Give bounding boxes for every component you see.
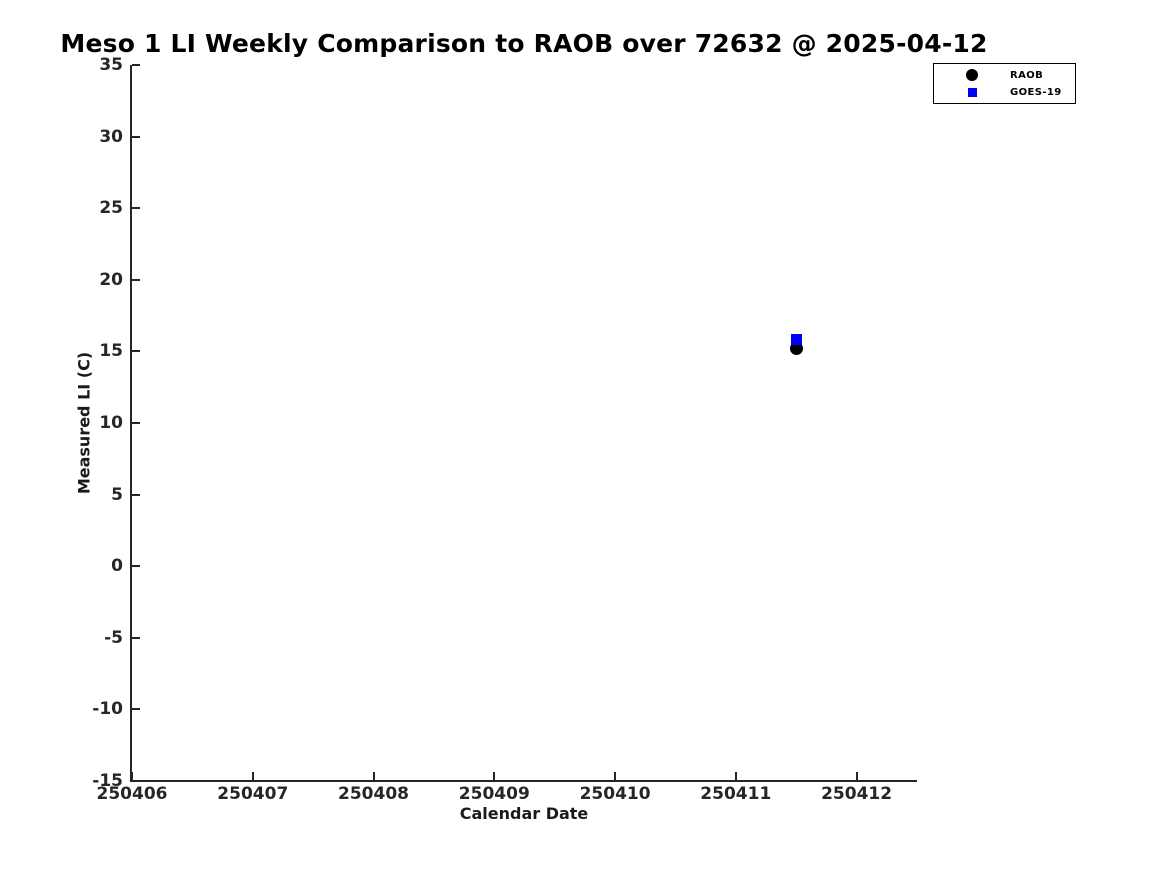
x-axis-label: Calendar Date xyxy=(459,804,589,823)
y-tick xyxy=(132,493,140,496)
legend-circle-icon xyxy=(966,69,978,81)
x-tick xyxy=(855,772,858,780)
y-tick-label: 0 xyxy=(111,556,123,577)
y-tick-label: 35 xyxy=(99,55,123,75)
x-tick-label: 250410 xyxy=(579,784,651,804)
data-point-goes-19 xyxy=(790,334,802,346)
y-tick xyxy=(132,636,140,639)
y-tick xyxy=(132,565,140,568)
x-axis-line xyxy=(130,780,917,782)
y-tick xyxy=(132,64,140,66)
y-tick-label: 15 xyxy=(99,341,123,362)
chart-title: Meso 1 LI Weekly Comparison to RAOB over… xyxy=(60,29,988,58)
y-tick-label: 10 xyxy=(99,413,123,433)
x-tick-label: 250409 xyxy=(458,784,530,804)
y-tick-label: 30 xyxy=(99,126,123,147)
x-tick-label: 250412 xyxy=(821,784,893,804)
y-tick-label: -15 xyxy=(92,771,123,791)
y-tick xyxy=(132,135,140,138)
x-tick xyxy=(734,772,737,780)
legend-marker-cell xyxy=(934,69,1010,81)
y-tick xyxy=(132,207,140,210)
legend-marker-cell xyxy=(934,87,1010,97)
legend-item-raob: RAOB xyxy=(934,67,1075,84)
x-tick-label: 250406 xyxy=(96,784,168,804)
y-tick-label: 25 xyxy=(99,198,123,219)
x-tick xyxy=(372,772,375,780)
y-tick xyxy=(132,278,140,281)
x-tick-label: 250407 xyxy=(217,784,289,804)
x-tick xyxy=(251,772,254,780)
y-tick-label: 5 xyxy=(111,484,123,505)
y-tick-label: -10 xyxy=(92,699,123,720)
x-tick-label: 250408 xyxy=(338,784,409,804)
legend-label: GOES-19 xyxy=(1010,86,1062,98)
y-tick-label: -5 xyxy=(104,627,123,648)
legend-label: RAOB xyxy=(1010,69,1044,81)
legend-item-goes-19: GOES-19 xyxy=(934,84,1075,101)
y-tick xyxy=(132,422,140,424)
x-tick xyxy=(614,772,617,780)
x-tick-label: 250411 xyxy=(700,784,772,804)
y-tick-label: 20 xyxy=(99,269,123,290)
y-tick xyxy=(132,780,140,782)
y-tick xyxy=(132,708,140,711)
x-tick xyxy=(131,772,133,780)
legend-square-icon xyxy=(967,87,977,97)
y-tick xyxy=(132,350,140,353)
x-tick xyxy=(493,772,496,780)
y-axis-line xyxy=(130,65,132,782)
legend: RAOB GOES-19 xyxy=(933,63,1076,104)
